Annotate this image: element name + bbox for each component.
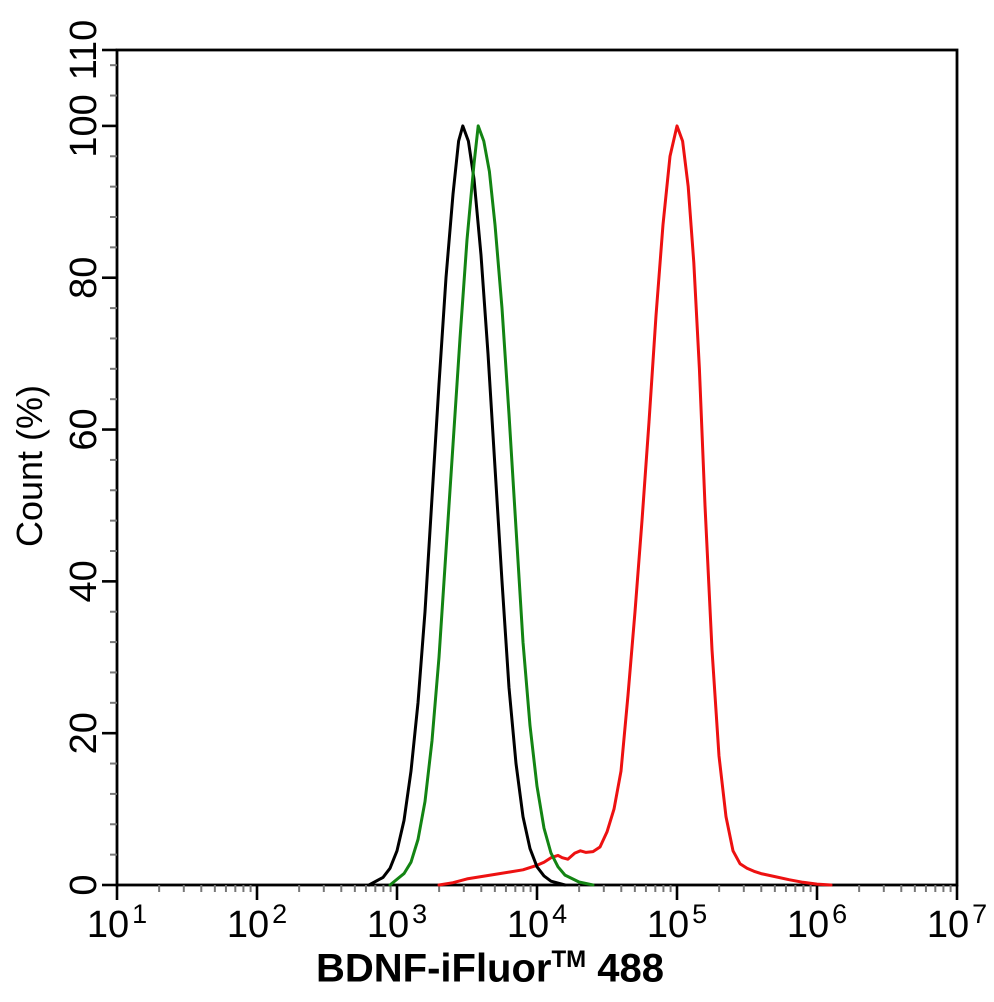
y-tick-label: 60: [63, 408, 105, 450]
y-tick-label: 20: [63, 712, 105, 754]
y-axis-title: Count (%): [9, 384, 50, 548]
curve-green-curve: [388, 124, 595, 887]
x-axis-title: BDNF-iFluorTM 488: [316, 947, 664, 992]
x-tick-label: 10 4: [507, 899, 567, 946]
y-tick-label: 0: [63, 874, 105, 895]
y-tick-label: 80: [63, 257, 105, 299]
x-title-suffix: 488: [586, 946, 665, 991]
trademark-symbol: TM: [551, 946, 587, 974]
x-tick-label: 10 3: [367, 899, 427, 946]
x-tick-label: 10 1: [87, 899, 147, 946]
x-tick-label: 10 5: [647, 899, 707, 946]
curve-black-curve: [367, 124, 567, 887]
x-tick-label: 10 6: [787, 899, 847, 946]
plot-frame: [115, 48, 959, 887]
y-tick-label: 40: [63, 560, 105, 602]
curve-red-curve: [437, 124, 833, 887]
y-tick-label: 110: [63, 20, 105, 81]
x-tick-label: 10 7: [927, 899, 987, 946]
y-tick-label: 100: [63, 94, 105, 157]
x-tick-label: 10 2: [227, 899, 287, 946]
x-title-prefix: BDNF-iFluor: [315, 946, 552, 991]
